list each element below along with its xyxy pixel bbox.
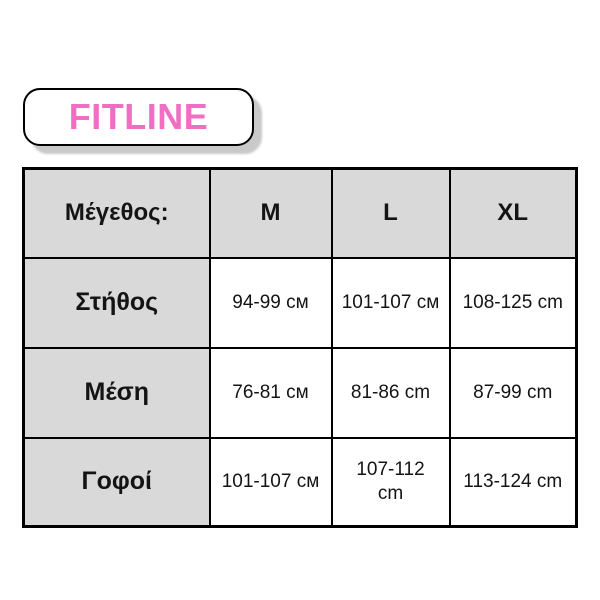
hips-m-value: 101-107 см — [208, 436, 333, 528]
column-header-size: Μέγεθος: — [22, 167, 211, 259]
chest-l-value: 101-107 см — [330, 256, 451, 349]
table-row-hips: Γοφοί 101-107 см 107-112 cm 113-124 cm — [22, 436, 578, 528]
column-header-l: L — [330, 167, 451, 259]
row-label-waist: Μέση — [22, 346, 211, 439]
brand-name: FITLINE — [68, 96, 209, 137]
row-label-chest: Στήθος — [22, 256, 211, 349]
brand-badge: FITLINE — [23, 88, 254, 146]
column-header-m: M — [208, 167, 333, 259]
waist-l-value: 81-86 cm — [330, 346, 451, 439]
table-row-chest: Στήθος 94-99 см 101-107 см 108-125 cm — [22, 256, 578, 349]
waist-xl-value: 87-99 cm — [448, 346, 578, 439]
hips-l-value: 107-112 cm — [330, 436, 451, 528]
table-row-waist: Μέση 76-81 см 81-86 cm 87-99 cm — [22, 346, 578, 439]
column-header-xl: XL — [448, 167, 578, 259]
size-chart-table: Μέγεθος: M L XL Στήθος 94-99 см 101-107 … — [22, 167, 578, 528]
chest-m-value: 94-99 см — [208, 256, 333, 349]
header-row: Μέγεθος: M L XL — [22, 167, 578, 259]
hips-xl-value: 113-124 cm — [448, 436, 578, 528]
chest-xl-value: 108-125 cm — [448, 256, 578, 349]
row-label-hips: Γοφοί — [22, 436, 211, 528]
waist-m-value: 76-81 см — [208, 346, 333, 439]
